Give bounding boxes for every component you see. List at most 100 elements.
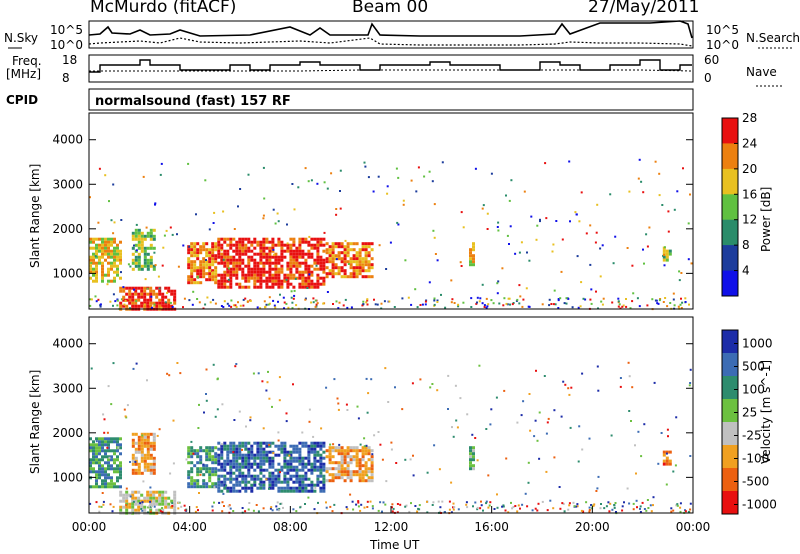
power-near-range-cell [273,304,276,307]
power-scatter-cell [98,167,101,170]
velocity-scatter-cell [660,432,663,434]
velocity-echo-cell [301,477,305,481]
velocity-echo-cell [271,465,275,469]
power-echo-cell [295,261,299,265]
velocity-echo-cell [319,459,323,463]
velocity-echo-cell [187,485,191,489]
velocity-echo-cell [313,441,317,445]
velocity-colorbar-swatch [722,468,738,492]
velocity-echo-cell [217,486,221,490]
velocity-scatter-cell [262,427,265,430]
velocity-echo-cell [337,452,341,456]
power-echo-cell [149,234,153,238]
power-scatter-cell [173,298,175,301]
velocity-echo-cell [298,468,302,472]
power-echo-cell [367,266,371,270]
velocity-near-range-cell [559,507,562,510]
velocity-echo-cell [250,477,254,481]
power-echo-cell [155,292,159,296]
velocity-echo-cell [190,455,194,459]
power-echo-cell [95,249,98,253]
velocity-near-range-cell [675,504,678,507]
power-scatter-cell [268,296,271,299]
power-echo-cell [193,269,197,273]
velocity-echo-cell [199,467,203,471]
power-scatter-cell [553,289,556,292]
power-echo-cell [319,282,323,286]
velocity-echo-cell [149,447,153,451]
velocity-echo-cell [131,456,135,460]
velocity-scatter-cell [337,402,340,405]
power-echo-cell [274,282,278,286]
power-echo-cell [238,252,242,256]
velocity-echo-cell [307,483,311,487]
velocity-echo-cell [217,477,221,481]
power-near-range-cell [617,297,620,300]
velocity-echo-cell [310,489,314,493]
power-near-range-cell [669,302,672,304]
power-echo-cell [241,276,245,280]
velocity-echo-cell [208,458,212,462]
velocity-echo-cell [107,476,110,480]
velocity-echo-cell [364,467,368,471]
power-scatter-cell [589,263,592,266]
power-scatter-cell [165,229,168,232]
power-echo-cell [238,237,242,241]
power-echo-cell [146,258,150,262]
velocity-scatter-cell [447,374,450,377]
velocity-echo-cell [295,471,299,475]
power-echo-cell [472,257,475,261]
power-echo-cell [220,243,224,247]
power-echo-cell [143,261,147,265]
power-echo-cell [301,252,305,256]
power-echo-cell [101,270,104,274]
power-scatter-cell [335,208,338,210]
velocity-echo-cell [286,465,290,469]
velocity-echo-cell [346,449,350,453]
power-echo-cell [319,276,323,280]
power-echo-cell [274,255,278,259]
power-echo-cell [361,245,365,249]
power-echo-cell [328,251,332,255]
power-echo-cell [280,264,284,268]
velocity-near-range-cell [676,503,679,506]
velocity-scatter-cell [524,492,527,495]
velocity-scatter-cell [95,440,98,443]
velocity-echo-cell [140,450,144,454]
velocity-echo-cell [253,453,257,457]
velocity-echo-cell [295,444,299,448]
power-echo-cell [662,249,666,253]
velocity-echo-cell [98,458,101,462]
velocity-echo-cell [190,449,194,453]
velocity-scatter-cell [390,448,393,451]
power-echo-cell [322,237,326,241]
power-echo-cell [193,266,197,270]
velocity-scatter-cell [653,381,656,384]
power-echo-cell [328,260,332,264]
velocity-scatter-cell [553,456,556,459]
power-scatter-cell [680,272,683,274]
power-scatter-cell [364,165,367,168]
power-echo-cell [146,234,150,238]
velocity-echo-cell [98,485,101,489]
power-echo-cell [367,254,371,258]
velocity-echo-cell [190,485,194,489]
velocity-near-range-cell [299,506,302,509]
velocity-scatter-cell [102,413,105,416]
velocity-scatter-cell [527,481,530,484]
velocity-echo-cell [208,455,212,459]
velocity-scatter-cell [308,420,311,423]
velocity-echo-cell [217,489,221,493]
velocity-echo-cell [271,483,275,487]
velocity-scatter-cell [534,419,537,422]
velocity-echo-cell [235,459,239,463]
velocity-echo-cell [280,447,284,451]
power-echo-cell [119,261,122,265]
power-scatter-cell [192,290,195,293]
power-echo-cell [325,242,329,246]
velocity-echo-cell [343,449,347,453]
velocity-echo-cell [298,480,302,484]
power-echo-cell [205,260,209,264]
velocity-echo-cell [146,490,150,494]
velocity-near-range-cell [363,506,366,509]
